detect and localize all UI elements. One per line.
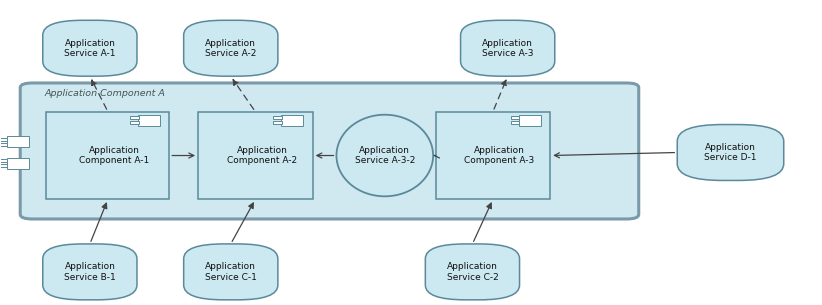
Ellipse shape [336,115,433,196]
FancyBboxPatch shape [43,244,137,300]
Text: Application
Service B-1: Application Service B-1 [64,262,116,282]
Bar [0,159,7,162]
Bar [436,112,550,199]
FancyBboxPatch shape [460,20,555,76]
Text: Application
Service A-3-2: Application Service A-3-2 [354,146,415,165]
Bar [198,112,312,199]
FancyBboxPatch shape [183,244,278,300]
FancyBboxPatch shape [43,20,137,76]
Bar [47,112,169,199]
Text: Application
Component A-2: Application Component A-2 [227,146,297,165]
Text: Application
Component A-3: Application Component A-3 [464,146,534,165]
FancyBboxPatch shape [183,20,278,76]
Bar [510,116,520,119]
Bar [0,143,7,146]
Bar [130,121,139,124]
Bar [0,164,7,167]
Text: Application
Component A-1: Application Component A-1 [79,146,150,165]
Bar [130,116,139,119]
Text: Application
Service A-1: Application Service A-1 [64,38,116,58]
Text: Application
Service A-2: Application Service A-2 [205,38,256,58]
Bar [138,115,159,126]
Text: Application
Service C-1: Application Service C-1 [205,262,256,282]
FancyBboxPatch shape [21,83,639,219]
Bar [273,116,282,119]
Bar [510,121,520,124]
Text: Application
Service C-2: Application Service C-2 [446,262,498,282]
Bar [0,138,7,141]
Bar [519,115,541,126]
Text: Application
Service A-3: Application Service A-3 [482,38,533,58]
FancyBboxPatch shape [425,244,520,300]
Bar [7,158,29,169]
FancyBboxPatch shape [677,124,783,181]
Bar [7,136,29,147]
Bar [281,115,303,126]
Text: Application Component A: Application Component A [45,89,166,98]
Bar [273,121,282,124]
Text: Application
Service D-1: Application Service D-1 [704,143,757,162]
